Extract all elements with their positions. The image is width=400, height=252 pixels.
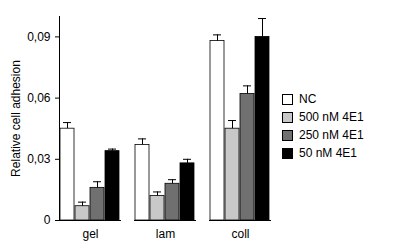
html-text:500 nM 4E1: 500 nM 4E1 — [299, 110, 364, 124]
svg-text:lam: lam — [156, 227, 175, 241]
html-text:250 nM 4E1: 250 nM 4E1 — [299, 128, 364, 142]
svg-text:coll: coll — [231, 227, 249, 241]
svg-text:Relative cell adhesion: Relative cell adhesion — [9, 60, 23, 177]
svg-text:0,06: 0,06 — [27, 91, 51, 105]
svg-text:gel: gel — [82, 227, 98, 241]
svg-text:0,03: 0,03 — [27, 152, 51, 166]
html-text:50 nM 4E1: 50 nM 4E1 — [299, 146, 357, 160]
svg-text:0,09: 0,09 — [27, 30, 51, 44]
html-text:NC: NC — [299, 92, 317, 106]
svg-text:0: 0 — [44, 213, 51, 227]
